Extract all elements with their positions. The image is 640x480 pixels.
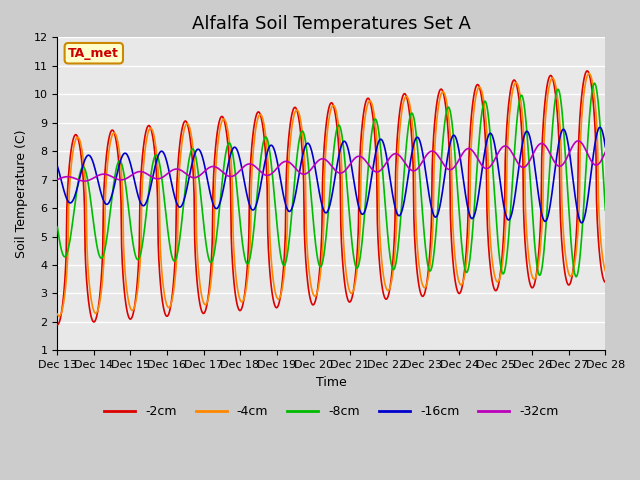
Legend: -2cm, -4cm, -8cm, -16cm, -32cm: -2cm, -4cm, -8cm, -16cm, -32cm — [99, 400, 564, 423]
X-axis label: Time: Time — [316, 376, 347, 389]
Text: TA_met: TA_met — [68, 47, 119, 60]
Title: Alfalfa Soil Temperatures Set A: Alfalfa Soil Temperatures Set A — [192, 15, 471, 33]
Y-axis label: Soil Temperature (C): Soil Temperature (C) — [15, 130, 28, 258]
